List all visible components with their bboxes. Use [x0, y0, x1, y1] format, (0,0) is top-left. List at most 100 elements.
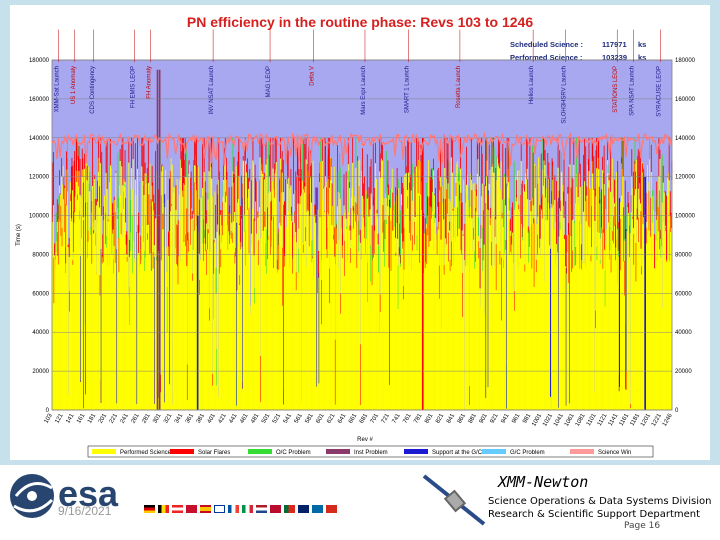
bar-solar-flares: [220, 210, 221, 215]
bar-performed-science: [509, 230, 511, 410]
bar-performed-science: [290, 185, 292, 410]
x-tick-label: 121: [54, 412, 65, 424]
bar-performed-science: [341, 258, 343, 410]
bar-solar-flares: [69, 291, 71, 312]
bar-performed-science: [517, 170, 518, 410]
bar-performed-science: [450, 157, 452, 410]
bar-solar-flares: [409, 182, 410, 233]
bar-solar-flares: [560, 200, 562, 212]
bar-solar-flares: [309, 177, 311, 216]
bar-performed-science: [153, 245, 155, 410]
bar-solar-flares: [608, 187, 609, 223]
bar-performed-science: [108, 182, 110, 410]
bar-performed-science: [519, 212, 521, 410]
bar-performed-science: [176, 178, 178, 410]
bar-solar-flares: [342, 234, 344, 246]
bar-performed-science: [346, 260, 348, 410]
bar-solar-flares: [423, 213, 425, 273]
bar-solar-flares: [430, 180, 432, 242]
bar-performed-science: [664, 225, 666, 410]
bar-performed-science: [375, 212, 377, 410]
bar-performed-science: [582, 263, 583, 410]
bar-performed-science: [70, 201, 72, 410]
x-tick-label: 721: [381, 412, 392, 424]
bar-performed-science: [108, 215, 110, 410]
bar-performed-science: [229, 235, 231, 410]
bar-performed-science: [202, 243, 204, 410]
bar-performed-science: [476, 195, 478, 410]
bar-oc-problem: [185, 142, 187, 178]
bar-solar-flares: [74, 151, 76, 213]
bar-performed-science: [330, 180, 332, 410]
bar-performed-science: [535, 165, 537, 410]
bar-performed-science: [412, 250, 414, 410]
x-tick-label: 521: [272, 412, 283, 424]
bar-performed-science: [461, 230, 463, 410]
bar-performed-science: [367, 197, 369, 410]
bar-solar-flares: [403, 227, 405, 270]
bar-oc-problem: [607, 164, 609, 174]
bar-performed-science: [156, 260, 157, 410]
bar-performed-science: [493, 172, 494, 410]
bar-performed-science: [288, 267, 290, 410]
bar-oc-problem: [55, 212, 57, 252]
bar-performed-science: [144, 173, 146, 410]
bar-solar-flares: [230, 230, 232, 239]
bar-solar-flares: [128, 137, 130, 163]
bar-solar-flares: [543, 137, 545, 161]
bar-performed-science: [553, 229, 555, 410]
bar-performed-science: [550, 407, 552, 410]
bar-solar-flares: [283, 201, 285, 267]
bar-solar-flares: [637, 149, 639, 189]
bar-performed-science: [358, 251, 360, 410]
bar-solar-flares: [614, 206, 616, 226]
bar-solar-flares: [531, 224, 533, 269]
legend-swatch: [404, 449, 428, 454]
bar-performed-science: [608, 180, 610, 410]
bar-solar-flares: [431, 170, 433, 219]
bar-performed-science: [538, 157, 539, 410]
bar-solar-flares: [501, 257, 503, 321]
bar-performed-science: [537, 216, 539, 410]
bar-solar-flares: [93, 230, 95, 234]
bar-oc-problem: [393, 205, 395, 227]
bar-performed-science: [144, 271, 145, 410]
bar-performed-science: [604, 249, 606, 410]
bar-performed-science: [378, 331, 380, 410]
bar-performed-science: [141, 225, 143, 410]
bar-performed-science: [401, 233, 403, 410]
bar-solar-flares: [124, 150, 126, 183]
y-tick-label: 120000: [29, 175, 50, 181]
bar-solar-flares: [106, 137, 108, 189]
bar-performed-science: [164, 207, 166, 410]
bar-solar-flares: [571, 220, 573, 272]
bar-oc-problem: [513, 161, 515, 210]
bar-performed-science: [631, 219, 633, 410]
bar-oc-problem: [292, 256, 294, 259]
bar-performed-science: [65, 273, 66, 410]
bar-performed-science: [251, 244, 253, 410]
bar-solar-flares: [54, 243, 56, 256]
bar-performed-science: [331, 166, 332, 410]
bar-solar-flares: [248, 177, 250, 189]
bar-oc-problem: [207, 192, 209, 200]
bar-performed-science: [224, 158, 226, 410]
bar-solar-flares: [183, 137, 184, 184]
bar-performed-science: [437, 206, 439, 410]
bar-solar-flares: [663, 191, 665, 193]
bar-performed-science: [243, 162, 245, 410]
bar-performed-science: [655, 211, 657, 410]
bar-solar-flares: [203, 219, 205, 261]
bar-solar-flares: [579, 163, 581, 187]
bar-solar-flares: [575, 247, 577, 266]
bar-performed-science: [305, 159, 307, 410]
bar-solar-flares: [99, 275, 101, 296]
bar-solar-flares: [356, 203, 358, 269]
bar-performed-science: [395, 256, 397, 410]
bar-performed-science: [558, 236, 560, 410]
summary-label: Scheduled Science :: [510, 40, 583, 49]
bar-performed-science: [397, 308, 399, 410]
event-label: XMM-Sat Launch: [55, 66, 61, 112]
x-tick-label: 761: [402, 412, 413, 424]
bar-performed-science: [358, 234, 360, 410]
